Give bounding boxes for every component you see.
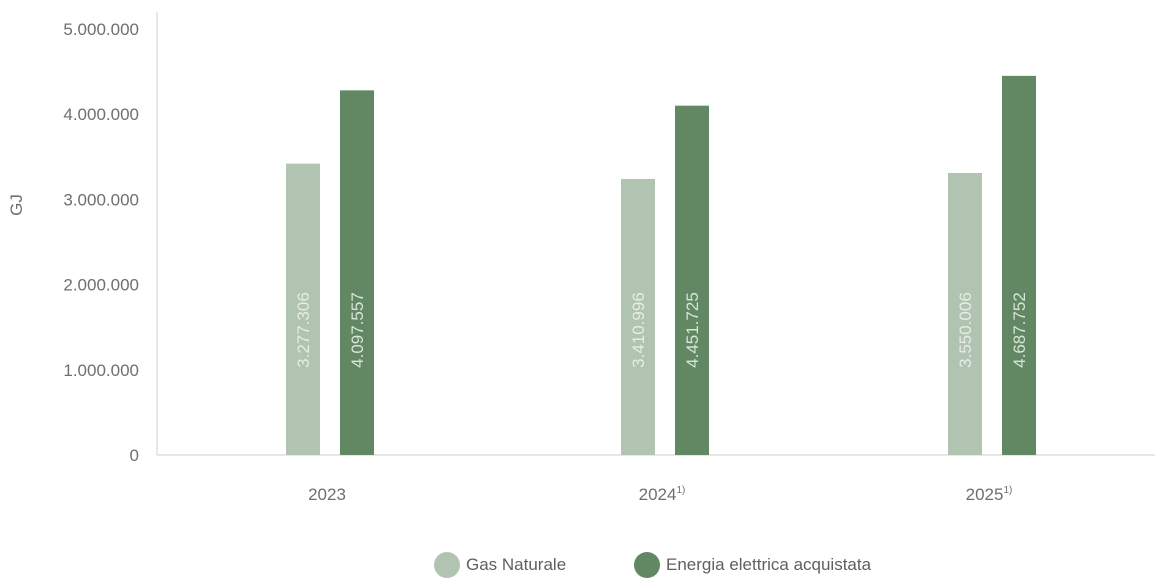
x-tick-footnote: 1) — [676, 485, 685, 496]
x-tick-label: 20241) — [639, 485, 686, 504]
y-axis-title: GJ — [7, 194, 26, 216]
x-axis: 2023 20241) 20251) — [157, 454, 1155, 504]
y-tick-label: 5.000.000 — [63, 20, 139, 39]
bar-energia-elettrica-2025 — [1002, 75, 1036, 456]
data-label: 3.277.306 — [294, 292, 313, 368]
data-label: 3.410.996 — [629, 292, 648, 368]
y-tick-label: 3.000.000 — [63, 190, 139, 209]
legend-label-energia-elettrica: Energia elettrica acquistata — [666, 555, 872, 574]
data-label: 3.550.006 — [956, 292, 975, 368]
legend-label-gas-naturale: Gas Naturale — [466, 555, 567, 574]
y-tick-label: 1.000.000 — [63, 361, 139, 380]
bar-energia-elettrica-2024 — [675, 105, 709, 456]
bar-chart: 0 1.000.000 2.000.000 3.000.000 4.000.000 5.0… — [7, 12, 1155, 504]
data-label: 4.097.557 — [348, 292, 367, 368]
data-labels: 3.277.306 4.097.557 3.410.996 4.451.725 3.55… — [294, 292, 1029, 368]
bar-gas-naturale-2024 — [621, 178, 655, 455]
legend-item-gas-naturale: Gas Naturale — [434, 552, 566, 578]
bar-energia-elettrica-2023 — [340, 90, 374, 456]
y-tick-label: 4.000.000 — [63, 105, 139, 124]
bar-gas-naturale-2025 — [948, 172, 982, 455]
y-tick-label: 0 — [130, 446, 139, 465]
bars — [286, 75, 1036, 456]
y-tick-label: 2.000.000 — [63, 276, 139, 295]
bar-gas-naturale-2023 — [286, 163, 320, 455]
legend-item-energia-elettrica: Energia elettrica acquistata — [634, 552, 871, 578]
data-label: 4.451.725 — [683, 292, 702, 368]
legend-swatch-energia-elettrica — [634, 552, 660, 578]
x-tick-label: 20251) — [966, 485, 1013, 504]
data-label: 4.687.752 — [1010, 292, 1029, 368]
y-axis: 0 1.000.000 2.000.000 3.000.000 4.000.000 5.0… — [63, 12, 158, 465]
x-tick-label: 2023 — [308, 485, 346, 504]
legend: Gas Naturale Energia elettrica acquistat… — [0, 552, 1155, 580]
legend-swatch-gas-naturale — [434, 552, 460, 578]
x-tick-footnote: 1) — [1003, 485, 1012, 496]
